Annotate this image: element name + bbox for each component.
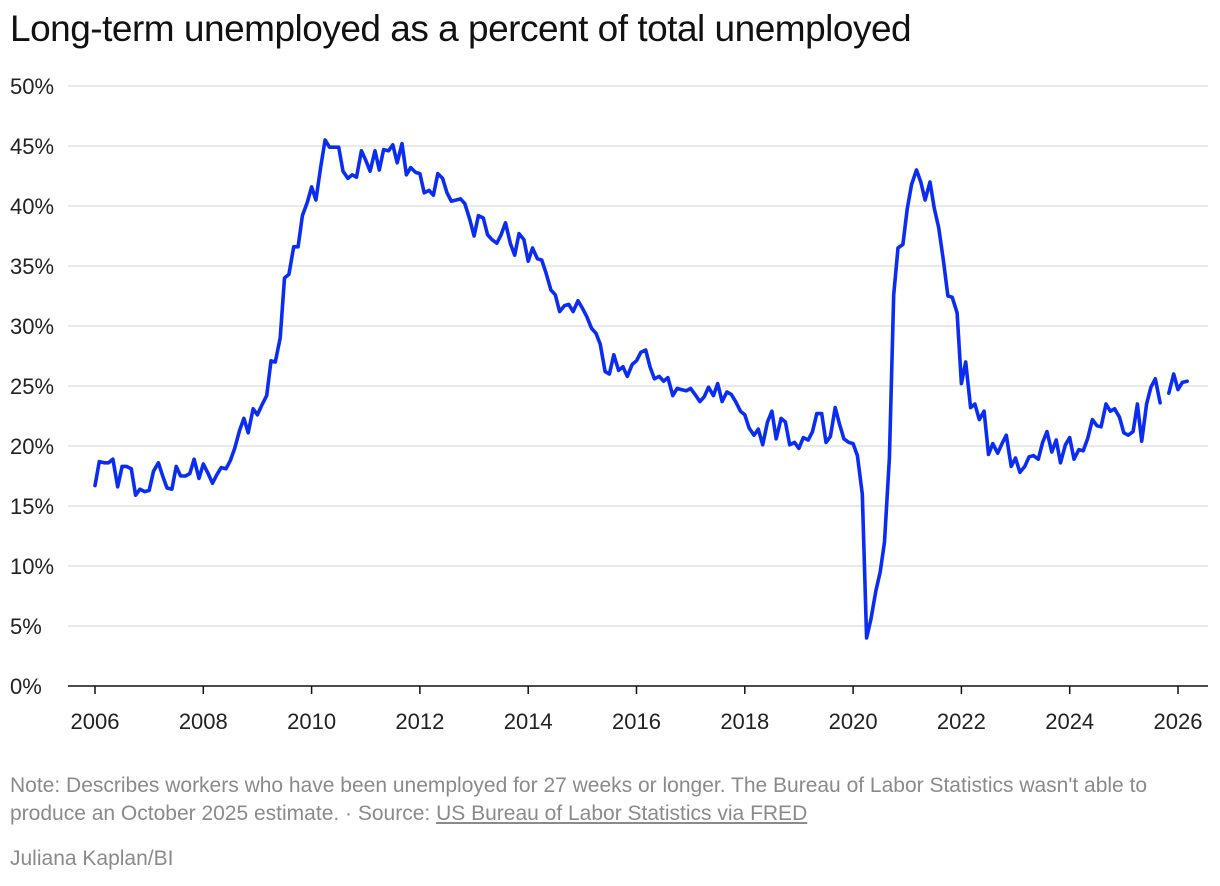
y-tick-label: 15%	[10, 494, 54, 519]
series-line-path	[93, 138, 1189, 640]
x-tick-label: 2010	[287, 709, 336, 734]
source-link[interactable]: US Bureau of Labor Statistics via FRED	[436, 802, 808, 825]
y-tick-label: 50%	[10, 74, 54, 99]
x-tick-label: 2008	[179, 709, 228, 734]
line-chart: 0% 5% 10% 15% 20% 25% 30% 35% 40% 45% 50% 2006 2008…	[10, 74, 1208, 734]
y-tick-label: 0%	[10, 674, 42, 699]
x-tick-label: 2020	[829, 709, 878, 734]
y-tick-label: 35%	[10, 254, 54, 279]
y-tick-label: 10%	[10, 554, 54, 579]
x-tick-label: 2026	[1154, 709, 1203, 734]
series-line	[93, 138, 1189, 640]
x-tick-label: 2022	[937, 709, 986, 734]
x-tick-label: 2024	[1045, 709, 1094, 734]
x-tick-label: 2016	[612, 709, 661, 734]
chart-title: Long-term unemployed as a percent of tot…	[10, 8, 912, 49]
note-text: Note: Describes workers who have been un…	[10, 774, 1148, 825]
credit-line: Juliana Kaplan/BI	[10, 847, 174, 870]
chart-note: Note: Describes workers who have been un…	[10, 772, 1200, 828]
x-tick-label: 2006	[71, 709, 120, 734]
y-axis-tick-labels: 0% 5% 10% 15% 20% 25% 30% 35% 40% 45% 50%	[10, 74, 54, 699]
x-axis: 2006 2008 2010 2012 2014 2016 2018 2020 2022 2024…	[68, 685, 1208, 734]
x-tick-label: 2012	[395, 709, 444, 734]
y-tick-label: 40%	[10, 194, 54, 219]
y-tick-label: 5%	[10, 614, 42, 639]
y-tick-label: 25%	[10, 374, 54, 399]
y-tick-label: 20%	[10, 434, 54, 459]
y-tick-label: 45%	[10, 134, 54, 159]
x-tick-label: 2018	[720, 709, 769, 734]
gridlines	[68, 85, 1208, 627]
x-tick-label: 2014	[504, 709, 553, 734]
y-tick-label: 30%	[10, 314, 54, 339]
